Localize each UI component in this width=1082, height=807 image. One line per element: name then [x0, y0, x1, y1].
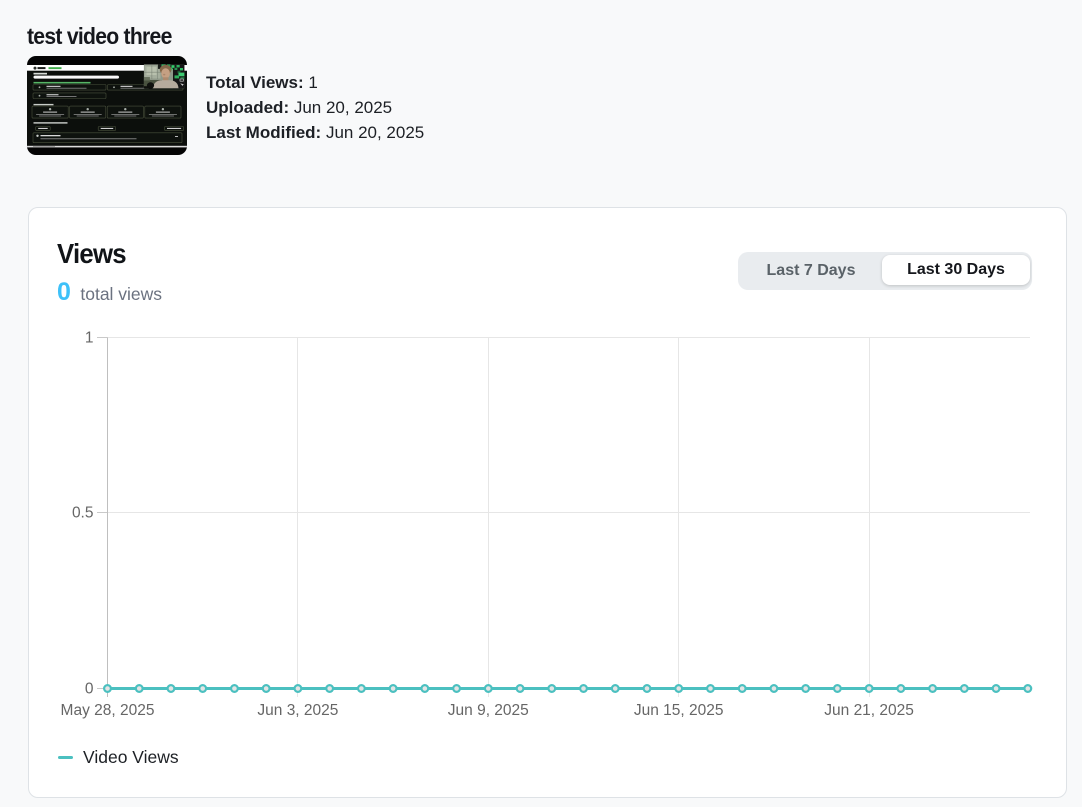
- svg-text:Jun 21, 2025: Jun 21, 2025: [824, 702, 914, 719]
- svg-text:Jun 15, 2025: Jun 15, 2025: [634, 702, 724, 719]
- svg-text:Jun 9, 2025: Jun 9, 2025: [448, 702, 529, 719]
- svg-text:May 28, 2025: May 28, 2025: [61, 702, 155, 719]
- svg-text:0: 0: [85, 680, 94, 697]
- svg-text:Jun 3, 2025: Jun 3, 2025: [257, 702, 338, 719]
- svg-text:1: 1: [85, 329, 94, 346]
- svg-text:0.5: 0.5: [72, 504, 94, 521]
